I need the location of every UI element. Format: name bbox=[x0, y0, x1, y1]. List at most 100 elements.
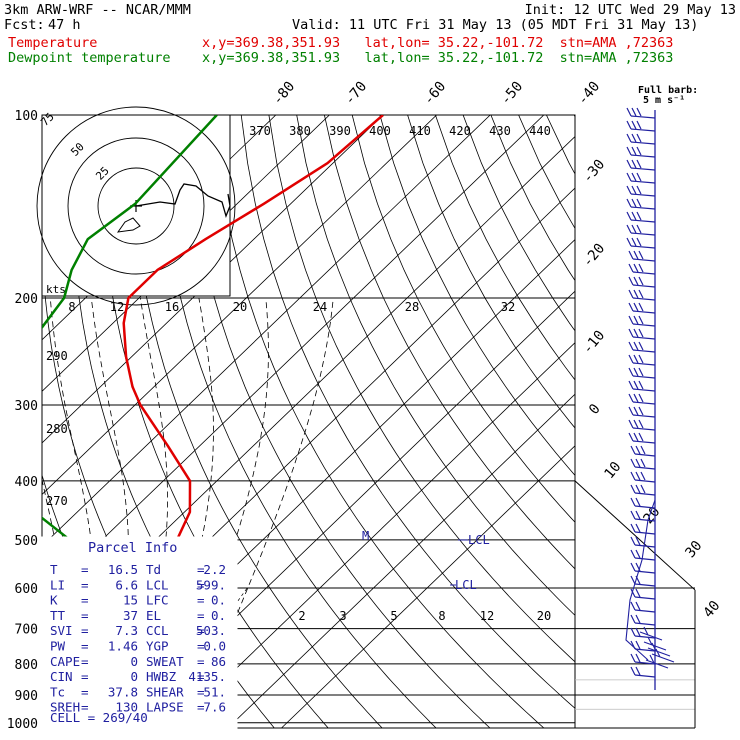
isotherm-label: -30 bbox=[580, 157, 609, 187]
mixing-ratio-label: 28 bbox=[405, 300, 419, 314]
pressure-tick-label: 200 bbox=[15, 292, 38, 307]
wind-barb-feather bbox=[638, 419, 644, 429]
wind-barb bbox=[630, 601, 656, 613]
wind-barb-feather bbox=[628, 276, 634, 286]
wind-barb-feather bbox=[633, 250, 639, 260]
wind-barb-feather bbox=[626, 159, 632, 169]
wind-barb-feather bbox=[630, 471, 636, 481]
wind-barb-shaft bbox=[630, 141, 656, 145]
isotherm-label: -20 bbox=[580, 241, 609, 271]
wind-barb-shaft bbox=[632, 388, 656, 392]
wind-barb-feather bbox=[635, 484, 641, 494]
wind-barb-feather bbox=[638, 406, 644, 416]
hodograph-trace bbox=[116, 217, 141, 233]
moist-adiabat bbox=[125, 297, 169, 723]
parcel-key: SVI bbox=[50, 623, 73, 638]
pressure-tick-label: 300 bbox=[15, 399, 38, 414]
wind-barb bbox=[630, 484, 656, 496]
wind-barb-feather bbox=[626, 146, 632, 156]
parcel-key: HWBZ bbox=[146, 669, 177, 684]
valid-time: Valid: 11 UTC Fri 31 May 13 (05 MDT Fri … bbox=[292, 17, 699, 33]
wind-barb-shaft bbox=[632, 440, 656, 444]
wind-barb-feather bbox=[633, 263, 639, 273]
wind-barb-feather bbox=[635, 549, 641, 559]
dry-adiabat bbox=[213, 115, 545, 728]
wind-barb-feather bbox=[636, 133, 642, 143]
wind-barb bbox=[626, 146, 656, 158]
wind-barb bbox=[647, 642, 671, 657]
isotherm bbox=[174, 342, 575, 728]
level-marker-label: M bbox=[362, 529, 369, 543]
mixing-ratio-label: 20 bbox=[233, 300, 247, 314]
parcel-equals: = bbox=[197, 654, 205, 669]
wind-barb-feather bbox=[636, 237, 642, 247]
wind-barb bbox=[630, 562, 656, 574]
wind-barb-feather bbox=[638, 432, 644, 442]
parcel-equals: = bbox=[197, 577, 205, 592]
wind-barb-feather bbox=[633, 367, 639, 377]
dry-adiabat bbox=[490, 115, 575, 282]
wind-barb-shaft bbox=[634, 505, 656, 509]
isotherm-label: 40 bbox=[700, 598, 723, 621]
theta-label: 280 bbox=[46, 422, 68, 436]
parcel-value: 2.2 bbox=[203, 562, 226, 577]
wind-barb-feather bbox=[631, 133, 637, 143]
wind-barb-feather bbox=[635, 458, 641, 468]
parcel-value: 51. bbox=[203, 684, 226, 699]
parcel-equals: = bbox=[197, 684, 205, 699]
wind-barb bbox=[628, 328, 656, 340]
wind-barb-shaft bbox=[630, 193, 656, 197]
mixing-ratio-label: 20 bbox=[537, 609, 551, 623]
wind-barb bbox=[626, 120, 656, 132]
wind-barb-feather bbox=[638, 315, 644, 325]
wind-barb bbox=[626, 172, 656, 184]
wind-barb bbox=[630, 458, 656, 470]
dry-adiabat bbox=[0, 115, 5, 728]
parcel-key: CIN bbox=[50, 669, 73, 684]
wind-barb-feather bbox=[630, 588, 636, 598]
pressure-tick-label: 500 bbox=[15, 534, 38, 549]
wind-barb bbox=[630, 627, 656, 639]
wind-barb-feather bbox=[638, 328, 644, 338]
dewpoint-legend: Dewpoint temperature bbox=[8, 50, 171, 66]
forecast-label: Fcst: bbox=[4, 17, 45, 33]
init-time: Init: 12 UTC Wed 29 May 13 bbox=[524, 2, 736, 18]
wind-barb-feather bbox=[626, 237, 632, 247]
wind-barb-shaft bbox=[634, 557, 656, 561]
wind-barb bbox=[628, 393, 656, 405]
wind-barb-feather bbox=[630, 666, 636, 676]
wind-barb-feather bbox=[628, 263, 634, 273]
wind-barb bbox=[626, 198, 656, 210]
wind-barb-shaft bbox=[634, 596, 656, 600]
wind-barb-feather bbox=[635, 640, 641, 650]
wind-barb bbox=[630, 445, 656, 457]
wind-barb-feather bbox=[626, 224, 632, 234]
parcel-key: SREH bbox=[50, 700, 80, 715]
dry-adiabat bbox=[407, 115, 575, 429]
wind-barb-feather bbox=[630, 484, 636, 494]
parcel-equals: = bbox=[197, 639, 205, 654]
barb-legend-line2: 5 m s⁻¹ bbox=[643, 95, 685, 106]
isotherm-label: -50 bbox=[498, 79, 527, 109]
wind-barb bbox=[626, 211, 656, 223]
parcel-key: CAPE bbox=[50, 654, 80, 669]
wind-barb-feather bbox=[633, 341, 639, 351]
mixing-ratio-label: 8 bbox=[68, 300, 75, 314]
wind-barb bbox=[628, 406, 656, 418]
wind-barb-shaft bbox=[632, 284, 656, 288]
theta-e-label: 440 bbox=[529, 124, 551, 138]
wind-barb bbox=[626, 224, 656, 236]
wind-barb-feather bbox=[630, 627, 636, 637]
pressure-tick-label: 600 bbox=[15, 582, 38, 597]
wind-barb bbox=[626, 133, 656, 145]
theta-e-label: 430 bbox=[489, 124, 511, 138]
wind-barb-feather bbox=[631, 172, 637, 182]
pressure-tick-label: 1000 bbox=[7, 717, 38, 732]
wind-barb-shaft bbox=[632, 336, 656, 340]
wind-barb-feather bbox=[640, 484, 646, 494]
wind-barb-feather bbox=[638, 250, 644, 260]
parcel-value: 0. bbox=[211, 593, 226, 608]
wind-barb bbox=[630, 549, 656, 561]
parcel-title: Parcel Info bbox=[88, 540, 177, 556]
parcel-value: 16.5 bbox=[108, 562, 138, 577]
